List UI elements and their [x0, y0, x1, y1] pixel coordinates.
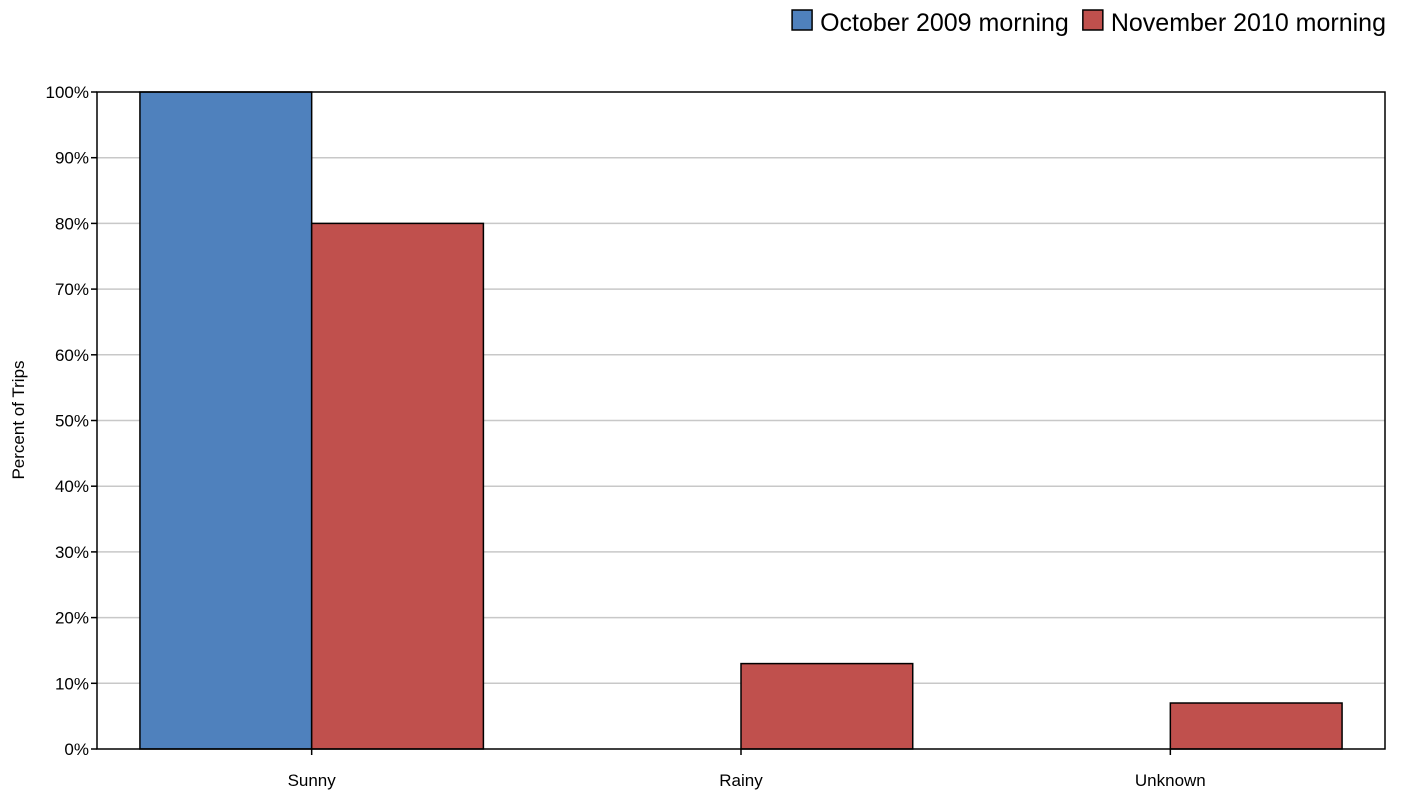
y-tick-label: 50%	[55, 412, 89, 431]
y-tick-label: 30%	[55, 543, 89, 562]
bar-rainy-1	[740, 662, 914, 750]
legend-swatch	[791, 9, 813, 31]
x-tick-label: Rainy	[719, 771, 763, 790]
y-tick-label: 10%	[55, 674, 89, 693]
bar-sunny-1	[310, 222, 485, 750]
legend: October 2009 morning November 2010 mornin…	[791, 9, 1386, 37]
y-tick-label: 100%	[46, 83, 89, 102]
legend-swatch	[1082, 9, 1104, 31]
bars	[139, 91, 1343, 750]
y-tick-label: 90%	[55, 149, 89, 168]
legend-label: October 2009 morning	[820, 9, 1069, 37]
legend-item: November 2010 morning	[1082, 9, 1386, 37]
y-tick-label: 40%	[55, 477, 89, 496]
y-tick-label: 20%	[55, 609, 89, 628]
x-axis-ticks: Sunny Rainy Unknown	[288, 749, 1206, 790]
legend-label: November 2010 morning	[1111, 9, 1386, 37]
bar-sunny-0	[139, 91, 313, 750]
y-tick-label: 80%	[55, 214, 89, 233]
y-tick-label: 60%	[55, 346, 89, 365]
y-tick-label: 0%	[64, 740, 89, 759]
x-tick-label: Unknown	[1135, 771, 1206, 790]
y-axis-ticks: 0% 10% 20% 30% 40% 50% 60% 70% 80% 90% 100%	[46, 83, 97, 759]
x-tick-label: Sunny	[288, 771, 337, 790]
y-tick-label: 70%	[55, 280, 89, 299]
bar-unknown-1	[1169, 702, 1343, 750]
y-axis-label: Percent of Trips	[9, 360, 28, 479]
legend-item: October 2009 morning	[791, 9, 1069, 37]
